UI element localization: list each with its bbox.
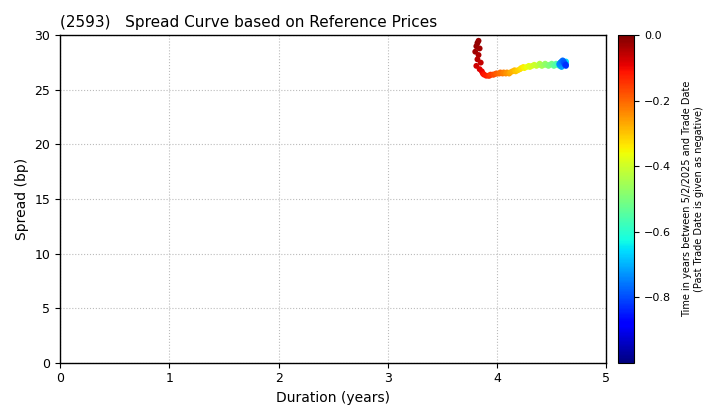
Point bbox=[557, 57, 568, 64]
Point bbox=[560, 63, 572, 69]
Point bbox=[493, 70, 505, 77]
Point bbox=[554, 61, 566, 68]
Point bbox=[503, 70, 515, 77]
Point bbox=[523, 63, 534, 69]
Point bbox=[512, 67, 523, 74]
Y-axis label: Time in years between 5/2/2025 and Trade Date
(Past Trade Date is given as negat: Time in years between 5/2/2025 and Trade… bbox=[683, 81, 704, 317]
Point bbox=[482, 72, 494, 79]
Point bbox=[475, 59, 487, 66]
Point bbox=[518, 65, 530, 71]
Point bbox=[521, 63, 532, 70]
Point bbox=[476, 68, 487, 75]
Point bbox=[539, 60, 551, 67]
Point bbox=[501, 69, 513, 76]
Point bbox=[556, 63, 567, 70]
Point bbox=[518, 63, 529, 70]
Point bbox=[488, 71, 500, 78]
Point bbox=[541, 61, 552, 68]
Point bbox=[497, 70, 508, 77]
X-axis label: Duration (years): Duration (years) bbox=[276, 391, 390, 405]
Point bbox=[473, 52, 485, 58]
Point bbox=[560, 59, 572, 66]
Point bbox=[505, 69, 516, 76]
Point bbox=[474, 45, 485, 52]
Point bbox=[554, 59, 566, 66]
Point bbox=[477, 70, 489, 77]
Point bbox=[559, 60, 570, 67]
Point bbox=[491, 70, 503, 77]
Point bbox=[543, 63, 554, 69]
Point bbox=[471, 43, 482, 50]
Point bbox=[500, 70, 512, 77]
Point bbox=[480, 72, 492, 79]
Point bbox=[484, 72, 495, 79]
Point bbox=[509, 67, 521, 74]
Point bbox=[531, 63, 542, 69]
Point bbox=[558, 58, 570, 65]
Point bbox=[558, 61, 570, 68]
Point bbox=[558, 59, 570, 66]
Point bbox=[507, 68, 518, 75]
Point bbox=[554, 63, 566, 69]
Point bbox=[539, 61, 550, 68]
Point bbox=[534, 60, 546, 67]
Point bbox=[498, 69, 510, 76]
Point bbox=[487, 71, 498, 78]
Point bbox=[552, 61, 563, 68]
Point bbox=[471, 63, 482, 69]
Point bbox=[549, 61, 561, 68]
Point bbox=[495, 69, 506, 76]
Point bbox=[478, 71, 490, 78]
Point bbox=[559, 60, 570, 67]
Point bbox=[544, 61, 555, 68]
Point bbox=[556, 60, 567, 67]
Point bbox=[528, 61, 540, 68]
Point bbox=[558, 58, 570, 65]
Point bbox=[490, 70, 502, 77]
Point bbox=[535, 61, 546, 68]
Text: (2593)   Spread Curve based on Reference Prices: (2593) Spread Curve based on Reference P… bbox=[60, 15, 438, 30]
Point bbox=[548, 63, 559, 69]
Point bbox=[472, 56, 483, 63]
Point bbox=[556, 58, 567, 65]
Point bbox=[560, 61, 572, 68]
Y-axis label: Spread (bp): Spread (bp) bbox=[15, 158, 29, 240]
Point bbox=[510, 68, 521, 75]
Point bbox=[536, 63, 548, 69]
Point bbox=[557, 63, 568, 69]
Point bbox=[546, 60, 557, 67]
Point bbox=[554, 60, 565, 67]
Point bbox=[550, 60, 562, 67]
Point bbox=[474, 66, 485, 73]
Point bbox=[554, 59, 566, 66]
Point bbox=[473, 37, 485, 44]
Point bbox=[559, 60, 570, 67]
Point bbox=[559, 61, 570, 68]
Point bbox=[526, 63, 538, 69]
Point bbox=[485, 71, 496, 78]
Point bbox=[558, 59, 570, 66]
Point bbox=[533, 61, 544, 68]
Point bbox=[557, 59, 568, 66]
Point bbox=[554, 61, 565, 68]
Point bbox=[547, 61, 559, 68]
Point bbox=[559, 59, 570, 66]
Point bbox=[472, 39, 483, 46]
Point bbox=[516, 65, 527, 71]
Point bbox=[524, 63, 536, 70]
Point bbox=[554, 63, 565, 69]
Point bbox=[560, 58, 572, 65]
Point bbox=[514, 66, 526, 73]
Point bbox=[469, 48, 481, 55]
